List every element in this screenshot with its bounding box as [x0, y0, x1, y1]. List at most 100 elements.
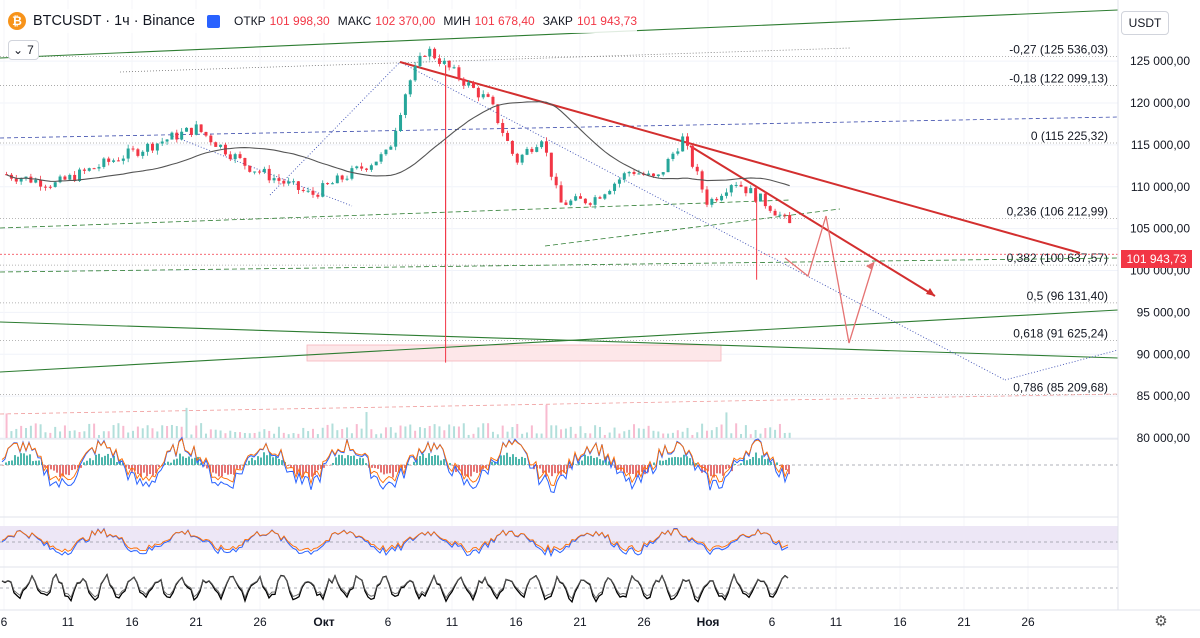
histogram-bar — [551, 465, 553, 477]
candle-body — [296, 181, 300, 190]
volume-bar — [59, 431, 62, 438]
volume-bar — [652, 430, 655, 438]
last-price-tag: 101 943,73 — [1121, 250, 1192, 268]
histogram-bar — [206, 465, 208, 469]
volume-bar — [185, 407, 188, 438]
histogram-bar — [725, 465, 727, 470]
histogram-bar — [602, 460, 604, 465]
candle-body — [355, 166, 359, 169]
histogram-bar — [767, 458, 769, 465]
candle-body — [399, 114, 403, 131]
volume-bar — [102, 431, 105, 438]
histogram-bar — [524, 458, 526, 465]
candle-body — [608, 190, 612, 195]
volume-bar — [321, 427, 324, 438]
volume-bar — [550, 425, 553, 438]
volume-bar — [749, 434, 752, 438]
low-value: 101 678,40 — [474, 14, 535, 28]
candle-body — [705, 189, 709, 205]
volume-bar — [769, 427, 772, 438]
histogram-bar — [353, 455, 355, 465]
histogram-bar — [458, 465, 460, 471]
histogram-bar — [257, 456, 259, 465]
volume-bar — [200, 423, 203, 438]
candle-body — [530, 148, 534, 152]
candle-body — [773, 210, 777, 216]
fib-level-label: -0,18 (122 099,13) — [1009, 71, 1108, 85]
volume-bar — [34, 423, 37, 438]
histogram-bar — [173, 459, 175, 465]
volume-bar — [691, 434, 694, 438]
fib-level-label: 0,236 (106 212,99) — [1007, 204, 1108, 218]
volume-bar — [350, 433, 353, 438]
high-value: 102 370,00 — [375, 14, 436, 28]
histogram-bar — [560, 465, 562, 476]
histogram-bar — [527, 464, 529, 465]
indicators-toggle-button[interactable]: ⌄ 7 — [8, 40, 39, 60]
currency-button[interactable]: USDT — [1121, 11, 1169, 35]
time-tick-label: 16 — [893, 615, 907, 629]
histogram-bar — [515, 457, 517, 465]
volume-bar — [744, 425, 747, 438]
volume-bar — [409, 424, 412, 438]
volume-bar — [195, 425, 198, 438]
symbol-title[interactable]: BTCUSDT · 1ч · Binance — [33, 13, 195, 29]
candle-body — [34, 179, 38, 183]
candle-body — [170, 132, 174, 140]
volume-bar — [647, 425, 650, 438]
blue-dotted-line — [269, 61, 401, 196]
volume-bar — [122, 425, 125, 438]
candle-body — [583, 198, 587, 204]
volume-bar — [448, 424, 451, 438]
histogram-bar — [5, 462, 7, 465]
histogram-bar — [689, 458, 691, 465]
fib-level-label: -0,27 (125 536,03) — [1009, 43, 1108, 57]
histogram-bar — [494, 461, 496, 465]
volume-bar — [720, 424, 723, 438]
histogram-bar — [563, 465, 565, 473]
volume-bar — [331, 423, 334, 438]
gear-icon[interactable]: ⚙ — [1154, 613, 1168, 630]
volume-bar — [341, 428, 344, 438]
volume-bar — [389, 427, 392, 438]
volume-bar — [190, 434, 193, 438]
time-tick-label: 26 — [637, 615, 651, 629]
candle-body — [19, 178, 23, 182]
histogram-bar — [416, 458, 418, 465]
volume-bar — [365, 412, 368, 438]
candle-body — [92, 168, 96, 170]
histogram-bar — [755, 452, 757, 465]
volume-bar — [569, 426, 572, 438]
histogram-bar — [29, 454, 31, 465]
candle-body — [43, 186, 47, 188]
volume-bar — [725, 412, 728, 438]
histogram-bar — [761, 455, 763, 465]
price-tick-label: 125 000,00 — [1130, 54, 1190, 68]
volume-bar — [307, 431, 310, 438]
histogram-bar — [596, 457, 598, 465]
candle-body — [778, 214, 782, 216]
histogram-bar — [14, 455, 16, 465]
candle-body — [209, 135, 213, 143]
fib-level-label: 0,5 (96 131,40) — [1027, 289, 1108, 303]
volume-bar — [219, 430, 222, 438]
candle-body — [136, 149, 140, 156]
indicator-line — [1, 527, 789, 558]
histogram-bar — [95, 454, 97, 465]
volume-bar — [613, 427, 616, 438]
candle-body — [238, 154, 242, 158]
volume-bar — [132, 430, 135, 438]
candle-body — [724, 192, 728, 196]
histogram-bar — [158, 465, 160, 468]
time-tick-label: 11 — [446, 615, 459, 629]
candle-body — [102, 158, 106, 167]
time-tick-label: 26 — [253, 615, 267, 629]
candle-body — [588, 203, 592, 205]
candle-body — [219, 144, 223, 147]
volume-bar — [696, 432, 699, 438]
volume-bar — [462, 423, 465, 438]
volume-bar — [277, 426, 280, 438]
volume-bar — [681, 431, 684, 438]
volume-bar — [375, 434, 378, 438]
